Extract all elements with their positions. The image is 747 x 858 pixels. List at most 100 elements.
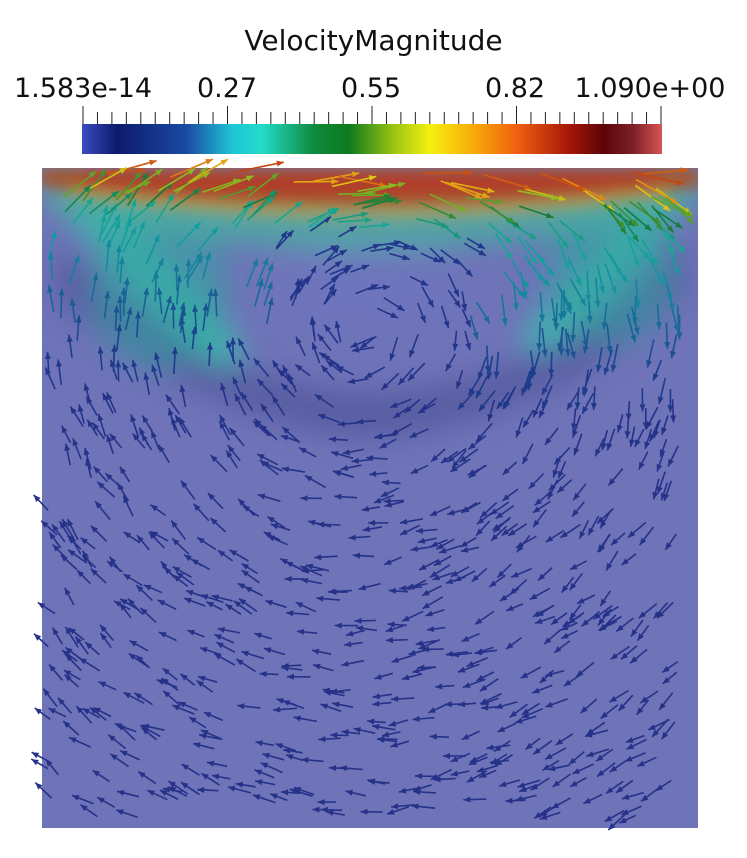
velocity-arrow [610, 532, 626, 546]
velocity-arrow [507, 523, 528, 537]
velocity-arrow [447, 289, 462, 308]
velocity-arrow [662, 671, 678, 685]
velocity-arrow [553, 302, 560, 331]
velocity-arrow [143, 584, 163, 594]
velocity-arrow [649, 257, 664, 286]
velocity-arrow [162, 690, 182, 707]
velocity-arrow [64, 626, 79, 648]
velocity-arrow [479, 692, 502, 705]
velocity-arrow [656, 452, 665, 472]
velocity-arrow [475, 375, 489, 399]
velocity-arrow [329, 264, 353, 276]
velocity-arrow [397, 240, 419, 251]
velocity-arrow [392, 406, 409, 419]
velocity-arrow [121, 362, 134, 383]
velocity-arrow [548, 351, 555, 377]
velocity-arrow [138, 427, 149, 445]
velocity-arrow [388, 587, 409, 594]
velocity-arrow [332, 175, 377, 188]
velocity-arrow [389, 398, 412, 409]
velocity-arrow [202, 303, 209, 332]
velocity-arrow [251, 189, 277, 218]
velocity-arrow [170, 188, 201, 211]
velocity-arrow [607, 813, 626, 831]
velocity-arrow [450, 566, 470, 578]
velocity-arrow [629, 237, 651, 261]
velocity-arrow [63, 669, 81, 681]
velocity-arrow [505, 603, 524, 612]
velocity-arrow [460, 502, 478, 514]
velocity-arrow [350, 264, 370, 273]
velocity-arrow [561, 576, 575, 593]
velocity-arrow [514, 715, 537, 724]
velocity-arrow [229, 549, 249, 562]
tick-label-min: 1.583e-14 [13, 73, 153, 104]
velocity-arrow [389, 243, 411, 250]
velocity-arrow [120, 287, 127, 316]
velocity-arrow [604, 263, 617, 294]
velocity-arrow [418, 638, 441, 650]
velocity-arrow [237, 703, 261, 710]
velocity-glyphs [30, 158, 695, 831]
velocity-arrow [570, 312, 577, 343]
velocity-arrow [656, 601, 674, 619]
velocity-arrow [412, 715, 435, 722]
velocity-arrow [92, 769, 110, 783]
velocity-arrow [381, 731, 401, 738]
velocity-arrow [323, 324, 339, 344]
velocity-arrow [459, 536, 477, 548]
velocity-arrow [48, 252, 55, 281]
velocity-arrow [634, 279, 641, 309]
velocity-arrow [445, 576, 466, 585]
velocity-arrow [116, 324, 122, 351]
velocity-arrow [544, 427, 559, 446]
velocity-arrow [403, 398, 421, 414]
velocity-arrow [311, 342, 321, 364]
velocity-arrow [515, 417, 524, 438]
velocity-arrow [517, 235, 538, 265]
velocity-arrow [220, 382, 229, 407]
velocity-arrow [462, 678, 486, 689]
velocity-arrow [407, 362, 426, 382]
velocity-arrow [334, 493, 358, 500]
velocity-arrow [106, 434, 114, 455]
velocity-arrow [359, 335, 377, 349]
velocity-arrow [543, 628, 562, 645]
velocity-arrow [620, 644, 638, 661]
velocity-arrow [430, 448, 446, 463]
velocity-arrow [135, 584, 153, 601]
velocity-arrow [536, 321, 543, 351]
velocity-arrow [185, 255, 204, 284]
velocity-arrow [64, 184, 92, 213]
velocity-arrow [399, 518, 423, 525]
velocity-arrow [569, 278, 587, 307]
velocity-arrow [651, 718, 669, 738]
velocity-arrow [418, 558, 440, 571]
velocity-arrow [119, 598, 140, 611]
velocity-arrow [97, 346, 104, 371]
velocity-arrow [330, 451, 354, 460]
velocity-arrow [254, 779, 276, 786]
velocity-arrow [600, 704, 619, 720]
velocity-arrow [445, 353, 457, 372]
velocity-arrow [197, 787, 219, 793]
velocity-arrow [48, 531, 62, 549]
velocity-arrow [89, 167, 128, 189]
velocity-arrow [206, 760, 228, 768]
velocity-arrow [301, 757, 324, 763]
velocity-arrow [60, 554, 78, 570]
velocity-arrow [501, 488, 519, 502]
velocity-arrow [667, 445, 679, 467]
velocity-arrow [275, 229, 295, 250]
velocity-arrow [135, 654, 151, 669]
velocity-arrow [544, 669, 565, 677]
velocity-arrow [211, 773, 231, 780]
velocity-arrow [494, 754, 514, 767]
velocity-arrow [415, 639, 436, 647]
velocity-arrow [466, 237, 486, 250]
velocity-arrow [512, 282, 519, 311]
velocity-arrow [573, 433, 583, 456]
velocity-arrow [294, 363, 311, 377]
velocity-arrow [211, 594, 233, 602]
velocity-arrow [627, 236, 640, 267]
